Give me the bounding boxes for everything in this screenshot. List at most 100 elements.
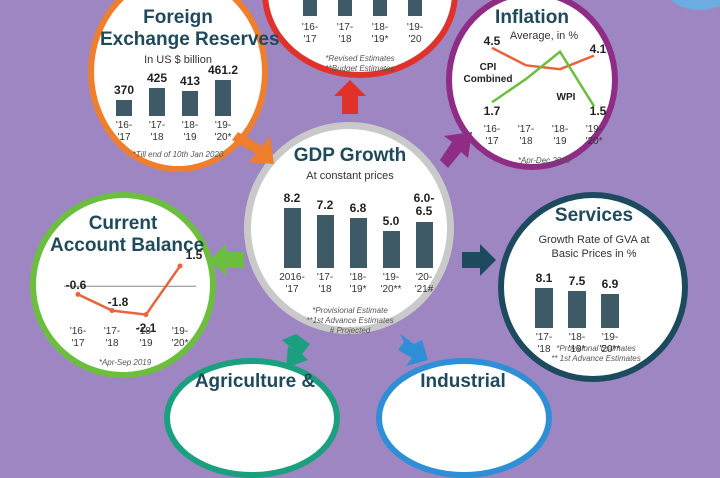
top-category-label: '16- '17 [301, 22, 319, 45]
gdp-bar [382, 231, 400, 268]
current-account-circle [30, 192, 216, 378]
cpi-series-line [491, 46, 595, 71]
gdp-category-label: 2016- '17 [279, 272, 305, 295]
gdp-bar [316, 215, 334, 268]
inflation-footnote: *Apr-Dec 2019 [517, 156, 571, 165]
gdp-bar [283, 208, 301, 268]
arrow-icon-forex [232, 132, 274, 164]
top-bar [303, 0, 317, 16]
wpi-series-line [491, 49, 596, 107]
gdp-value-label: 8.2 [283, 191, 301, 205]
wpi-first-value: 1.7 [483, 104, 501, 118]
current-account-point [75, 291, 81, 297]
current-account-point [177, 263, 183, 269]
inflation-category-label: '18- '19 [551, 124, 569, 147]
current-account-point [109, 308, 115, 314]
current-account-value-label: -0.6 [65, 278, 87, 293]
top-bar [408, 0, 422, 16]
cpi-series-name: CPI [479, 62, 497, 73]
top-category-label: '19- '20 [406, 22, 424, 45]
wpi-last-value: 1.5 [589, 104, 607, 118]
gdp-bar [415, 222, 433, 268]
current-account-line-svg [64, 263, 196, 318]
gdp-value-label: 5.0 [382, 214, 400, 229]
inflation-subtitle: Average, in % [509, 30, 579, 42]
arrow-icon-industrial [398, 334, 428, 366]
forex-category-label: '17- '18 [148, 120, 166, 143]
inflation-line-svg [491, 46, 596, 107]
top-bar [338, 0, 352, 16]
forex-bar [215, 79, 231, 116]
current-account-series-line [77, 265, 182, 316]
current-account-category-label: '17- '18 [103, 326, 121, 349]
top-footnote-1: *Revised Estimates [325, 54, 395, 63]
gdp-footnote-3: # Projected [329, 326, 371, 335]
gdp-title: GDP Growth [293, 145, 407, 166]
cpi-first-value: 4.5 [483, 34, 501, 48]
current-account-point [143, 312, 149, 318]
gdp-subtitle: At constant prices [306, 170, 394, 182]
arrow-icon-agriculture [282, 334, 310, 368]
forex-bar [182, 90, 198, 116]
current-account-category-label: '19- '20* [171, 326, 189, 349]
current-account-title-line1: Current [88, 213, 158, 234]
gdp-value-label: 7.2 [316, 198, 334, 213]
gdp-footnote-2: **1st Advance Estimates [306, 316, 394, 325]
services-value-label: 6.9 [601, 276, 619, 291]
gdp-value-label: 6.0- 6.5 [413, 191, 435, 219]
current-account-title-line2: Account Balance [50, 235, 205, 256]
gdp-footnote-1: *Provisional Estimate [312, 306, 388, 315]
wpi-series-name: WPI [556, 92, 576, 103]
gdp-category-label: '19- '20** [380, 272, 402, 295]
services-circle [498, 192, 688, 382]
forex-footnote: *Till end of 10th Jan 2020 [132, 150, 224, 159]
inflation-category-label: '16- '17 [483, 124, 501, 147]
gdp-category-label: '17- '18 [316, 272, 334, 295]
logo-icon [670, 0, 720, 10]
services-footnote-2: ** 1st Advance Estimates [551, 354, 641, 363]
forex-title-line2: Exchange Reserves [100, 29, 280, 50]
arrow-icon-services [462, 244, 496, 276]
services-category-label: '18- '19* [568, 332, 586, 355]
forex-subtitle: In US $ billion [144, 54, 212, 66]
infographic: Foreign Exchange Reserves In US $ billio… [30, 0, 720, 478]
services-value-label: 7.5 [568, 273, 586, 288]
services-bar [601, 293, 619, 328]
current-account-value-label: -2.1 [135, 320, 157, 335]
top-footnote-2: **Budget Estimates [325, 64, 395, 73]
services-bar [535, 288, 553, 328]
forex-value-label: 425 [146, 71, 168, 86]
gdp-bar [349, 218, 367, 268]
services-subtitle-line1: Growth Rate of GVA at [538, 234, 650, 246]
arrow-icon-inflation [440, 132, 472, 168]
services-category-label: '17- '18 [535, 332, 553, 355]
gdp-category-label: '18- '19* [349, 272, 367, 295]
services-value-label: 8.1 [535, 271, 553, 285]
forex-bar [149, 88, 165, 116]
arrow-icon-current-account [210, 244, 244, 276]
forex-category-label: '19- '20* [214, 120, 232, 143]
forex-title-line1: Foreign [143, 7, 213, 28]
forex-circle [88, 0, 268, 172]
gdp-value-label: 6.8 [349, 201, 367, 216]
forex-value-label: 370 [113, 83, 135, 98]
services-title: Services [554, 205, 634, 226]
services-category-label: '19- '20** [599, 332, 621, 355]
current-account-footnote: *Apr-Sep 2019 [98, 358, 152, 367]
current-account-value-label: -1.8 [107, 294, 129, 309]
inflation-category-label: '19- '20* [585, 124, 603, 147]
current-account-category-label: '18- '19 [137, 326, 155, 349]
agriculture-title: Agriculture & [194, 371, 316, 392]
forex-category-label: '18- '19 [181, 120, 199, 143]
inflation-title: Inflation [495, 7, 569, 28]
cpi-series-name-2: Combined [463, 74, 513, 85]
top-bar [373, 0, 387, 16]
inflation-circle [446, 0, 618, 170]
services-bar [568, 290, 586, 328]
industrial-title: Industrial [420, 371, 506, 392]
cpi-last-value: 4.1 [589, 42, 607, 56]
forex-value-label: 413 [179, 73, 201, 88]
forex-category-label: '16- '17 [115, 120, 133, 143]
forex-bar [116, 100, 132, 116]
forex-value-label: 461.2 [207, 62, 239, 77]
